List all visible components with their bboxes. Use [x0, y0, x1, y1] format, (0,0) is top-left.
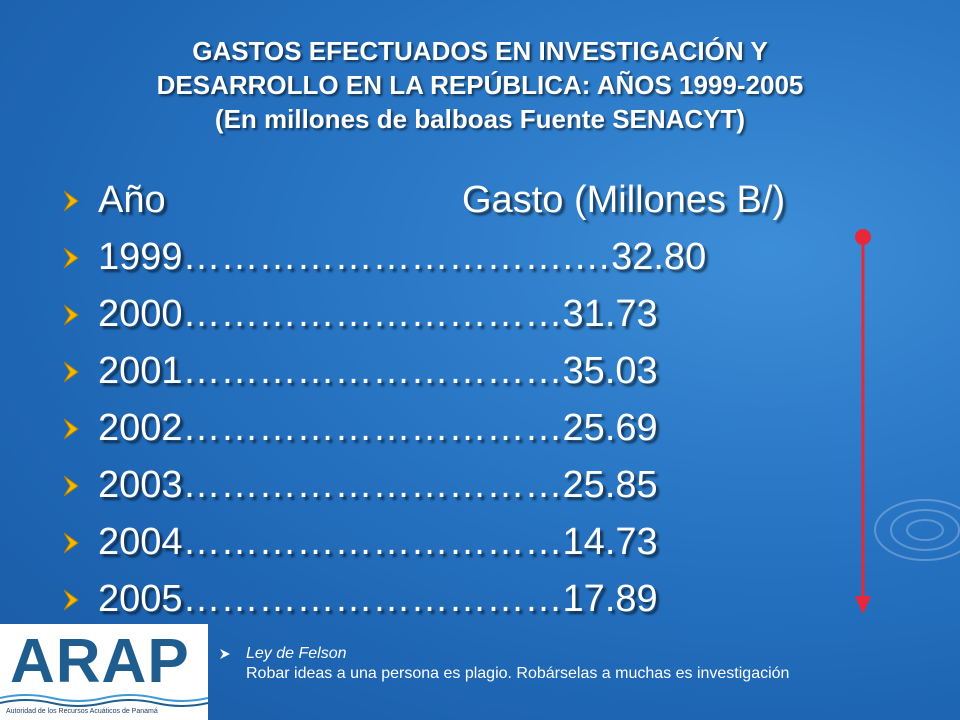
row-value: 17.89: [562, 578, 658, 620]
spending-list: Año Gasto (Millones B/) 1999 ………………………….…: [58, 172, 838, 628]
arrow-bullet-icon: [63, 304, 79, 325]
title-line-1: GASTOS EFECTUADOS EN INVESTIGACIÓN Y: [192, 36, 768, 66]
arrow-bullet-icon: [63, 532, 79, 553]
row-year: 2000: [98, 293, 183, 335]
row-leader: …………………………: [182, 293, 563, 335]
header-gasto: Gasto (Millones B/): [462, 179, 786, 221]
row-year: 1999: [98, 236, 183, 278]
list-item: 2002………………………… 25.69: [58, 400, 838, 457]
row-leader: …………………………: [182, 407, 563, 449]
arrow-bullet-icon: [63, 418, 79, 439]
row-year: 2002: [98, 407, 183, 449]
logo-text: ARAP: [10, 627, 190, 696]
row-value: 25.85: [562, 464, 658, 506]
quote-title: Ley de Felson: [246, 645, 347, 662]
arrow-bullet-icon: [63, 475, 79, 496]
list-item: 2005………………………… 17.89: [58, 571, 838, 628]
row-leader: …………………………: [182, 578, 563, 620]
list-item: 2001………………………… 35.03: [58, 343, 838, 400]
row-year: 2001: [98, 350, 183, 392]
row-value: 14.73: [562, 521, 658, 563]
wave-icon: [0, 694, 208, 707]
row-value: 25.69: [562, 407, 658, 449]
row-leader: ………………………….…: [182, 236, 612, 278]
list-item: 2000………………………… 31.73: [58, 286, 838, 343]
title-line-3: (En millones de balboas Fuente SENACYT): [214, 104, 746, 134]
logo-subtitle: Autoridad de los Recursos Acuáticos de P…: [6, 708, 158, 715]
list-header: Año Gasto (Millones B/): [58, 172, 838, 229]
arrow-bullet-icon: [63, 247, 79, 268]
list-item: 2004………………………… 14.73: [58, 514, 838, 571]
arrow-bullet-icon: [63, 589, 79, 610]
water-ripple-icon: [874, 499, 960, 561]
arrow-bullet-icon: [220, 649, 230, 659]
arap-logo: ARAP Autoridad de los Recursos Acuáticos…: [0, 624, 208, 720]
row-year: 2003: [98, 464, 183, 506]
arrow-bullet-icon: [63, 190, 79, 211]
header-year: Año: [98, 179, 166, 221]
list-item: 1999 ………………………….… 32.80: [58, 229, 838, 286]
arrow-bullet-icon: [63, 361, 79, 382]
row-leader: …………………………: [182, 464, 563, 506]
row-value: 32.80: [611, 236, 707, 278]
row-leader: …………………………: [182, 521, 563, 563]
row-year: 2004: [98, 521, 183, 563]
row-year: 2005: [98, 578, 183, 620]
row-value: 31.73: [562, 293, 658, 335]
row-leader: …………………………: [182, 350, 563, 392]
quote-body: Robar ideas a una persona es plagio. Rob…: [246, 665, 790, 682]
row-value: 35.03: [562, 350, 658, 392]
slide-title: GASTOS EFECTUADOS EN INVESTIGACIÓN Y DES…: [60, 34, 900, 136]
felson-quote: Ley de Felson Robar ideas a una persona …: [218, 644, 789, 684]
title-line-2: DESARROLLO EN LA REPÚBLICA: AÑOS 1999-20…: [156, 70, 804, 100]
down-arrow-icon: [855, 229, 871, 614]
list-item: 2003………………………… 25.85: [58, 457, 838, 514]
